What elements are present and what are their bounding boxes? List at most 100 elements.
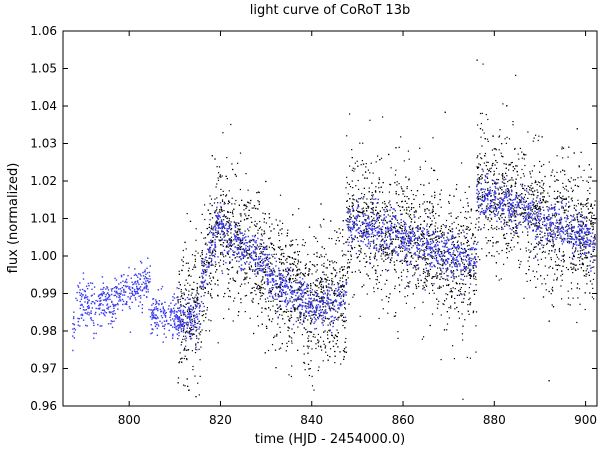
data-point xyxy=(524,209,526,211)
data-point xyxy=(586,283,588,285)
data-point xyxy=(264,288,266,290)
data-point xyxy=(464,270,466,273)
data-point xyxy=(265,258,268,260)
data-point xyxy=(210,280,213,282)
data-point xyxy=(184,284,186,286)
data-point xyxy=(292,268,294,270)
data-point xyxy=(545,216,548,219)
data-point xyxy=(187,324,189,326)
data-point xyxy=(594,222,596,224)
data-point xyxy=(497,241,499,243)
data-point xyxy=(522,231,524,233)
data-point xyxy=(205,242,207,244)
data-point xyxy=(527,131,529,133)
data-point xyxy=(579,204,582,206)
data-point xyxy=(558,223,560,225)
data-point xyxy=(493,194,495,196)
data-point xyxy=(278,348,280,350)
data-point xyxy=(539,225,541,227)
data-point xyxy=(530,176,532,178)
data-point xyxy=(580,243,582,245)
data-point xyxy=(261,307,263,309)
data-point xyxy=(306,331,308,334)
data-point xyxy=(547,201,549,203)
data-point xyxy=(325,267,327,269)
data-point xyxy=(292,214,294,216)
data-point xyxy=(422,288,424,290)
data-point xyxy=(314,265,316,268)
data-point xyxy=(487,217,489,219)
data-point xyxy=(564,238,566,240)
data-point xyxy=(527,197,529,199)
data-point xyxy=(184,332,187,334)
data-point xyxy=(257,232,259,234)
data-point xyxy=(482,63,484,65)
data-point xyxy=(566,214,568,216)
data-point xyxy=(230,123,232,126)
data-point xyxy=(567,297,570,299)
data-point xyxy=(448,213,450,215)
data-point xyxy=(244,263,247,265)
data-point xyxy=(480,157,482,159)
data-point xyxy=(256,192,258,194)
data-point xyxy=(268,300,270,302)
data-point xyxy=(574,217,576,219)
data-point xyxy=(350,254,352,256)
data-point xyxy=(574,264,576,266)
data-point xyxy=(472,258,474,260)
data-point xyxy=(410,225,412,227)
data-point xyxy=(332,304,334,306)
data-point xyxy=(461,313,463,315)
data-point xyxy=(469,274,471,276)
data-point xyxy=(352,202,354,205)
data-point xyxy=(232,320,234,322)
data-point xyxy=(332,307,334,309)
data-point xyxy=(211,155,213,157)
data-point xyxy=(469,304,471,306)
data-point xyxy=(395,169,397,171)
data-point xyxy=(225,255,227,257)
data-point xyxy=(190,332,192,335)
data-point xyxy=(261,268,263,270)
data-point xyxy=(524,194,526,196)
data-point xyxy=(477,241,479,243)
data-point xyxy=(453,244,455,246)
data-point xyxy=(336,339,338,342)
data-point xyxy=(490,205,492,207)
data-point xyxy=(386,270,388,272)
data-point xyxy=(182,314,185,316)
data-point xyxy=(264,271,266,273)
data-point xyxy=(344,341,346,343)
data-point xyxy=(422,258,424,260)
data-point xyxy=(397,230,399,232)
data-point xyxy=(229,296,231,298)
data-point xyxy=(542,199,544,201)
data-point xyxy=(417,227,419,229)
data-point xyxy=(416,190,419,192)
data-point xyxy=(480,175,482,177)
data-point xyxy=(261,283,263,286)
data-point xyxy=(180,328,182,330)
data-point xyxy=(429,238,431,240)
data-point xyxy=(264,307,266,310)
data-point xyxy=(218,211,220,213)
data-point xyxy=(208,330,211,332)
data-point xyxy=(346,220,348,222)
data-point xyxy=(427,273,429,275)
data-point xyxy=(286,232,289,234)
data-point xyxy=(246,254,248,256)
data-point xyxy=(370,162,372,164)
data-point xyxy=(508,225,510,227)
data-point xyxy=(410,208,412,210)
data-point xyxy=(510,239,512,241)
data-point xyxy=(503,237,505,239)
data-point xyxy=(506,190,508,192)
data-point xyxy=(548,290,550,293)
data-point xyxy=(197,341,199,344)
data-point xyxy=(375,278,377,281)
data-point xyxy=(216,223,218,225)
data-point xyxy=(453,270,455,272)
data-point xyxy=(514,210,516,212)
data-point xyxy=(513,213,515,215)
data-point xyxy=(494,199,496,201)
